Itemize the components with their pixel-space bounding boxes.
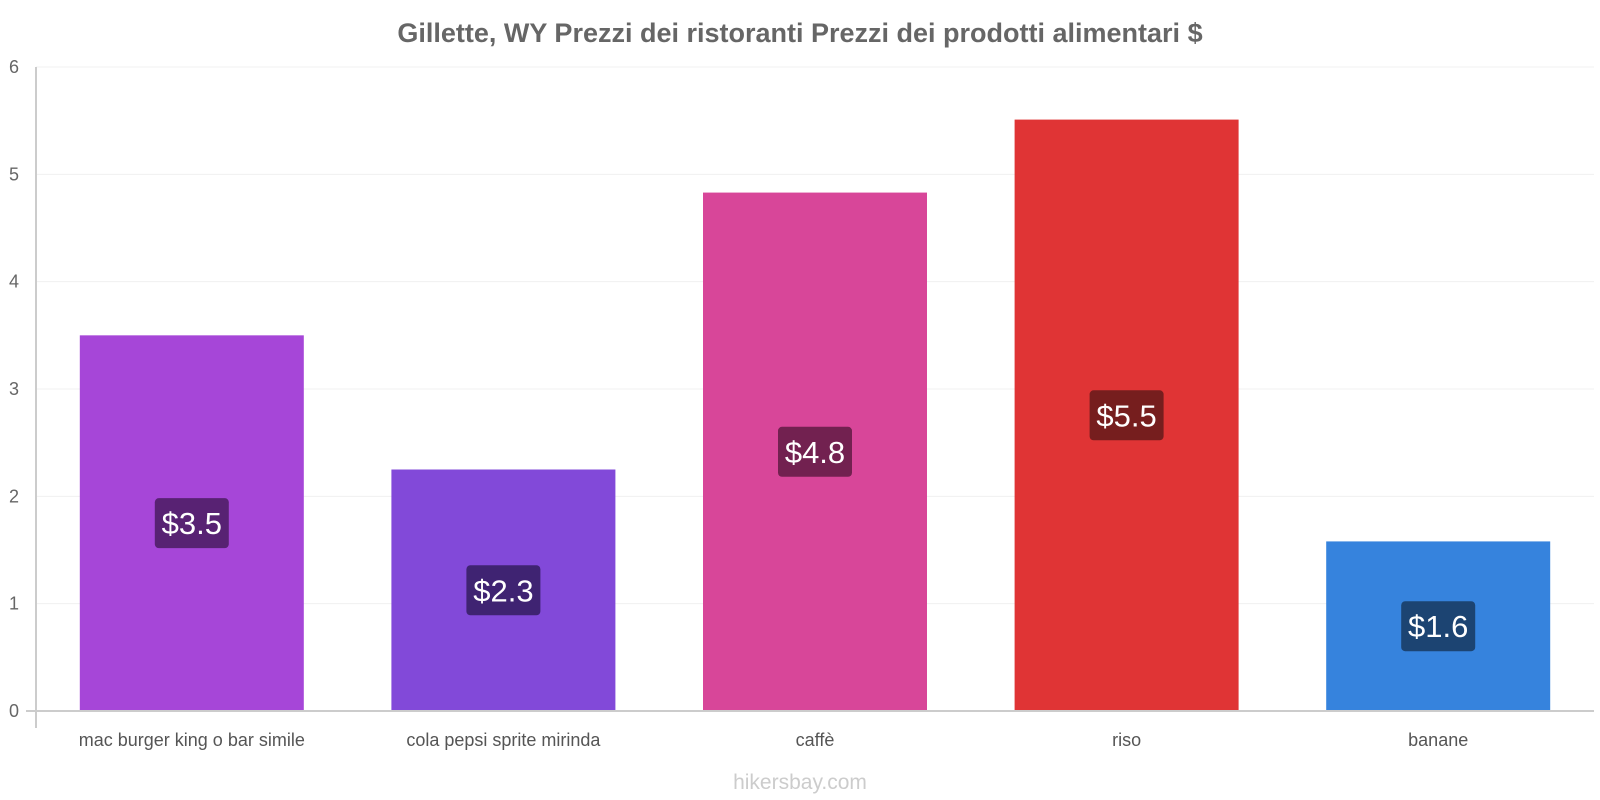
data-label-background (778, 426, 852, 477)
data-label-background (1401, 601, 1476, 652)
x-tick-label: mac burger king o bar simile (79, 730, 305, 750)
bars (79, 119, 1551, 712)
data-label-background (154, 498, 229, 549)
y-tick-label: 6 (9, 57, 19, 77)
x-tick-label: banane (1408, 730, 1468, 750)
x-tick-label: cola pepsi sprite mirinda (406, 730, 601, 750)
data-label-background (1089, 390, 1164, 441)
y-tick-label: 4 (9, 272, 19, 292)
y-tick-label: 1 (9, 594, 19, 614)
y-tick-label: 3 (9, 379, 19, 399)
data-labels: $3.5 $2.3 $4.8 $5.5 $1.6 (154, 390, 1476, 652)
y-tick-label: 5 (9, 164, 19, 184)
data-label: $4.8 (785, 435, 845, 470)
y-tick-label: 2 (9, 486, 19, 506)
source-watermark: hikersbay.com (733, 771, 867, 794)
data-label: $2.3 (473, 573, 533, 608)
x-tick-label: caffè (796, 730, 835, 750)
data-label: $3.5 (162, 506, 222, 541)
y-tick-label: 0 (9, 701, 19, 721)
data-label: $5.5 (1096, 398, 1156, 433)
axes: 0 1 2 3 4 5 6 mac burger king o bar simile cola … (9, 57, 1594, 750)
data-label-background (466, 565, 541, 616)
chart-title: Gillette, WY Prezzi dei ristoranti Prezz… (397, 18, 1202, 48)
x-tick-label: riso (1112, 730, 1141, 750)
data-label: $1.6 (1408, 609, 1468, 644)
